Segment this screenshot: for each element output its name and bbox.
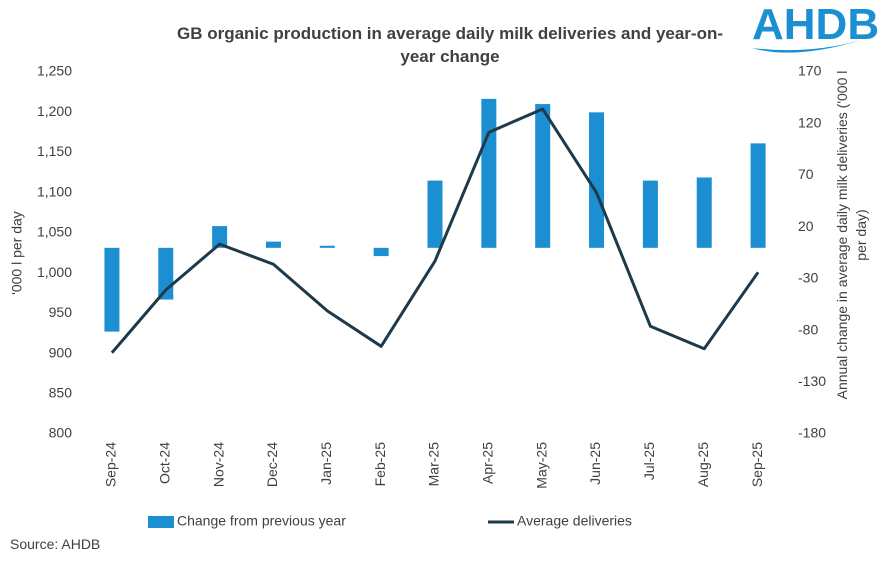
- x-tick-label: May-25: [533, 442, 549, 489]
- x-tick-label: Jul-25: [641, 442, 657, 480]
- y-tick-label: 950: [49, 304, 73, 320]
- y-tick-label: 1,150: [37, 143, 72, 159]
- x-tick-label: Aug-25: [695, 442, 711, 487]
- x-tick-label: Sep-25: [749, 442, 765, 487]
- y-tick-label: 800: [49, 425, 73, 441]
- line: [110, 107, 760, 354]
- y2-tick-label: 20: [798, 218, 814, 234]
- x-tick-label: Apr-25: [480, 442, 496, 484]
- y-tick-label: 1,050: [37, 224, 72, 240]
- bar: [696, 177, 712, 248]
- legend-label: Change from previous year: [177, 513, 346, 529]
- bar: [212, 226, 228, 248]
- y-tick-label: 1,100: [37, 183, 72, 199]
- x-tick-label: Sep-24: [103, 442, 119, 487]
- bar: [427, 180, 443, 248]
- y2-tick-label: 70: [798, 166, 814, 182]
- y-tick-label: 1,200: [37, 103, 72, 119]
- y2-tick-label: -80: [798, 321, 818, 337]
- chart-title: GB organic production in average daily m…: [176, 24, 724, 66]
- y2-tick-label: 120: [798, 114, 822, 130]
- y-tick-label: 900: [49, 344, 73, 360]
- y2-axis-label: Annual change in average daily milk deli…: [834, 70, 869, 400]
- y-tick-label: 850: [49, 384, 73, 400]
- bar: [265, 241, 281, 248]
- x-tick-label: Feb-25: [372, 442, 388, 487]
- bar: [319, 245, 335, 248]
- logo-swoosh: [752, 34, 880, 53]
- x-tick-label: Oct-24: [156, 442, 172, 484]
- bar: [589, 112, 605, 248]
- logo: AHDB: [752, 0, 880, 49]
- x-tick-label: Jun-25: [587, 442, 603, 485]
- x-tick-label: Dec-24: [264, 442, 280, 487]
- y-tick-label: 1,000: [37, 264, 72, 280]
- bar: [750, 143, 766, 248]
- bar: [535, 104, 551, 248]
- x-tick-label: Jan-25: [318, 442, 334, 485]
- y-tick-label: 1,250: [37, 63, 72, 79]
- y2-tick-label: -180: [798, 425, 826, 441]
- y2-tick-label: 170: [798, 63, 822, 79]
- bar: [373, 247, 389, 257]
- bar: [642, 180, 658, 248]
- bar: [481, 98, 497, 248]
- x-tick-label: Mar-25: [426, 442, 442, 487]
- legend-label: Average deliveries: [517, 513, 632, 529]
- legend-swatch: [148, 516, 174, 528]
- x-tick-label: Nov-24: [210, 442, 226, 487]
- source: Source: AHDB: [10, 536, 101, 552]
- y-axis-label: '000 l per day: [9, 211, 25, 295]
- y2-tick-label: -130: [798, 373, 826, 389]
- bar: [104, 247, 120, 332]
- y2-tick-label: -30: [798, 270, 818, 286]
